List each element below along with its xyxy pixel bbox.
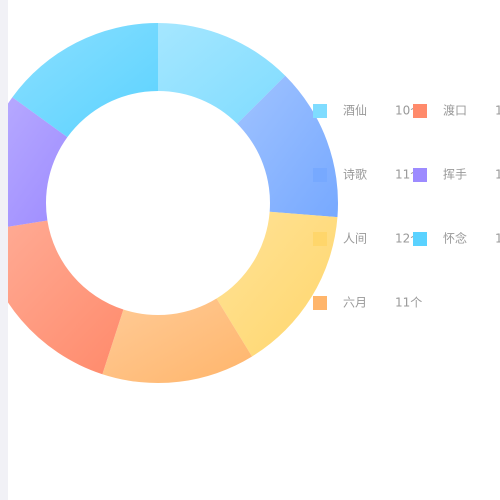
slice — [12, 23, 159, 138]
slice — [8, 97, 68, 227]
legend-value: 11个 — [395, 296, 422, 310]
slice — [237, 75, 338, 218]
legend-label: 渡口 — [443, 103, 467, 118]
legend-icon — [313, 168, 327, 182]
legend-label: 诗歌 — [343, 167, 367, 182]
legend-icon — [313, 296, 327, 310]
legend-value: 12个 — [495, 232, 500, 246]
slice — [216, 211, 338, 357]
slice — [8, 220, 124, 375]
slice — [102, 298, 253, 383]
legend-icon — [313, 232, 327, 246]
legend-label: 人间 — [343, 232, 367, 246]
donut — [8, 23, 338, 383]
legend-icon — [413, 104, 427, 118]
legend-label: 挥手 — [443, 168, 467, 182]
legend-icon — [413, 168, 427, 182]
legend-value: 14个 — [495, 104, 500, 118]
legend-icon — [413, 232, 427, 246]
legend-label: 酒仙 — [343, 104, 367, 118]
legend: 酒仙10个诗歌11个人间12个六月11个渡口14个挥手10个怀念12个 — [313, 103, 500, 310]
legend-label: 六月 — [343, 296, 367, 310]
legend-value: 10个 — [495, 168, 500, 182]
legend-label: 怀念 — [443, 231, 467, 246]
legend-icon — [313, 104, 327, 118]
slice — [158, 23, 286, 124]
side-strip — [0, 0, 8, 500]
